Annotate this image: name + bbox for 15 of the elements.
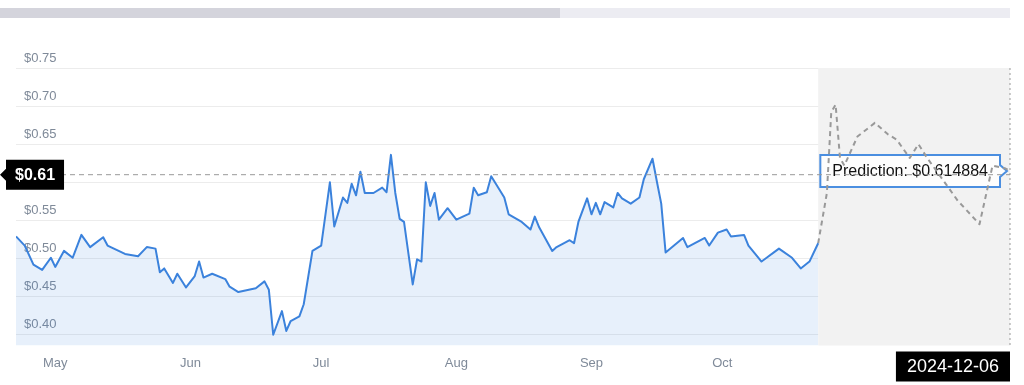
x-tick-label: Jul [312, 354, 330, 370]
y-tick-label: $0.45 [24, 278, 57, 294]
ref-line-label: $0.61 [15, 166, 56, 184]
annotation: Prediction: $0.614884 [832, 162, 989, 180]
y-tick-label: $0.75 [24, 49, 57, 65]
y-tick-label: $0.40 [24, 316, 57, 332]
y-tick-label: $0.55 [24, 202, 57, 217]
ref-line-label: 2024-12-06 [906, 356, 999, 377]
x-tick-label: Sep [579, 354, 604, 370]
x-tick-label: Jun [179, 354, 201, 370]
y-tick-label: $0.70 [24, 87, 57, 103]
y-tick-label: $0.65 [24, 125, 57, 141]
x-tick-label: May [42, 354, 69, 370]
x-tick-label: Aug [444, 354, 468, 370]
x-tick-label: Oct [712, 354, 733, 370]
